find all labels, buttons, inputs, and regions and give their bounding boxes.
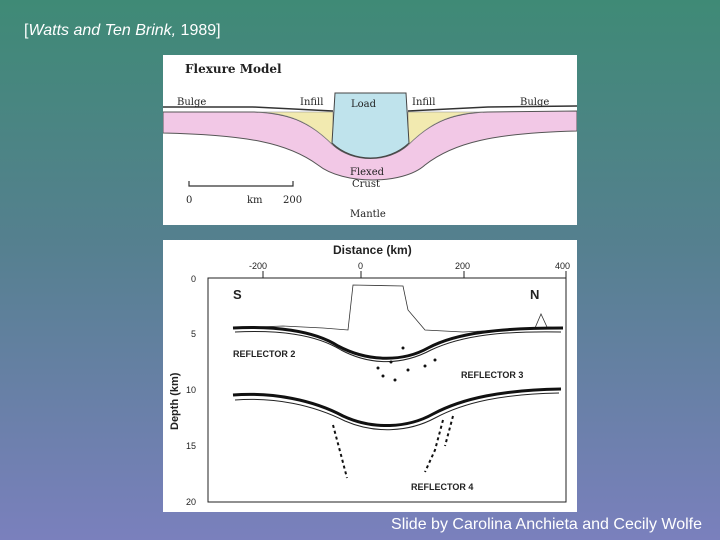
label-load: Load (351, 99, 377, 110)
surface-line (163, 105, 577, 112)
x-tick-label: 0 (358, 261, 363, 271)
x-tick-label: -200 (249, 261, 267, 271)
direction-south: S (233, 287, 242, 302)
depth-profile-svg: Distance (km) Depth (km) -200 0 200 400 … (169, 243, 570, 507)
infill-area (257, 111, 484, 146)
y-tick-label: 20 (186, 497, 196, 507)
reflector-3-line (234, 392, 560, 431)
scale-bar-unit: km (247, 195, 263, 206)
label-flexed: Flexed (350, 167, 385, 178)
y-tick-label: 15 (186, 441, 196, 451)
y-tick-label: 5 (191, 329, 196, 339)
seafloor-profile (232, 284, 564, 333)
scale-bar-start: 0 (186, 195, 192, 206)
reflector-2-line (232, 326, 564, 360)
reflector-3-label: REFLECTOR 3 (461, 370, 523, 380)
flexure-title: Flexure Model (185, 62, 282, 76)
scale-bar-end: 200 (283, 195, 302, 206)
reflector-3-line (232, 387, 562, 427)
reflector-4-faults (332, 415, 454, 479)
x-tick-label: 400 (555, 261, 570, 271)
direction-north: N (530, 287, 539, 302)
citation-authors: Watts and Ten Brink, (28, 22, 177, 39)
reflector-4-label: REFLECTOR 4 (411, 482, 473, 492)
x-tick-label: 200 (455, 261, 470, 271)
citation-year: 1989 (180, 22, 217, 39)
depth-profile-diagram: Distance (km) Depth (km) -200 0 200 400 … (163, 240, 577, 512)
x-ticks (262, 271, 567, 278)
label-infill-left: Infill (300, 97, 323, 108)
label-bulge-left: Bulge (177, 97, 206, 108)
y-tick-label: 0 (191, 274, 196, 284)
profile-ylabel: Depth (km) (169, 372, 181, 430)
flexure-model-svg: Flexure Model Bulge Infill Load Infill B… (163, 62, 577, 220)
label-mantle: Mantle (350, 209, 386, 220)
y-tick-label: 10 (186, 385, 196, 395)
citation: [Watts and Ten Brink, 1989] (24, 22, 221, 39)
reflector-2-label: REFLECTOR 2 (233, 349, 295, 359)
slide-credit: Slide by Carolina Anchieta and Cecily Wo… (391, 516, 702, 533)
label-bulge-right: Bulge (520, 97, 549, 108)
scale-bar (188, 181, 294, 187)
profile-axes-frame (207, 277, 567, 503)
label-crust: Crust (352, 179, 380, 190)
profile-xlabel: Distance (km) (333, 243, 412, 257)
label-infill-right: Infill (412, 97, 435, 108)
flexure-model-diagram: Flexure Model Bulge Infill Load Infill B… (163, 55, 577, 225)
reflector-2-fault-dots (376, 346, 437, 382)
load-block (331, 92, 410, 159)
